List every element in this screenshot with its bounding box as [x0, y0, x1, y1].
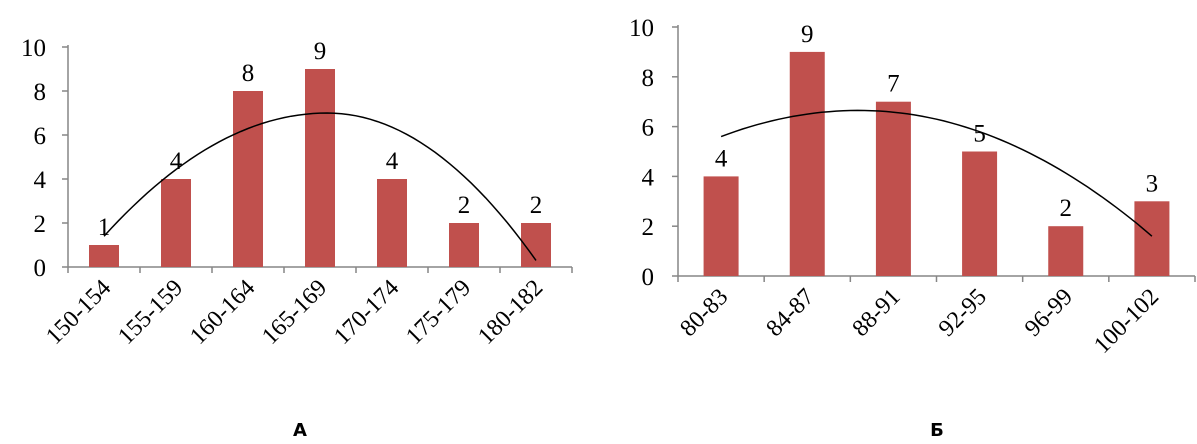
data-label: 1: [98, 214, 111, 241]
bar: [377, 179, 407, 267]
y-tick-label: 10: [629, 15, 654, 42]
x-category-label: 84-87: [762, 284, 820, 342]
bar: [962, 151, 998, 276]
x-category-label: 165-169: [257, 275, 332, 350]
bar: [233, 91, 263, 267]
panel-label: А: [293, 420, 307, 441]
x-category-label: 155-159: [113, 275, 188, 350]
x-category-label: 88-91: [848, 284, 906, 342]
bar: [89, 245, 119, 267]
panel-label: Б: [930, 420, 944, 441]
y-tick-label: 0: [34, 255, 47, 282]
x-category-label: 160-164: [185, 275, 260, 350]
data-label: 9: [801, 21, 814, 48]
y-tick-label: 8: [642, 65, 655, 92]
chart-b: 0 2 4 6 8 10 4 80-83 9 84-87 7 88-91 5 92-95 2 96-99 3 10…: [629, 15, 1196, 441]
y-tick-label: 2: [642, 214, 655, 241]
trend-line: [103, 112, 537, 261]
bar: [1048, 226, 1084, 276]
y-tick-label: 0: [642, 264, 655, 291]
bar: [1134, 201, 1170, 276]
x-category-label: 170-174: [329, 275, 404, 350]
bar: [305, 69, 335, 267]
y-tick-label: 4: [642, 164, 655, 191]
y-tick-label: 6: [34, 123, 47, 150]
x-category-label: 100-102: [1089, 284, 1164, 359]
data-label: 2: [1060, 195, 1073, 222]
x-category-label: 92-95: [934, 284, 992, 342]
y-tick-label: 6: [642, 115, 655, 142]
bar: [789, 51, 825, 277]
x-category-label: 80-83: [675, 284, 733, 342]
y-tick-label: 2: [34, 211, 47, 238]
y-tick-label: 8: [34, 79, 47, 106]
data-label: 2: [530, 192, 543, 219]
x-category-label: 180-182: [473, 275, 548, 350]
data-label: 4: [170, 148, 183, 175]
x-category-label: 96-99: [1020, 284, 1078, 342]
x-category-label: 175-179: [401, 275, 476, 350]
data-label: 7: [887, 71, 900, 98]
data-label: 5: [973, 121, 986, 148]
y-tick-label: 10: [21, 35, 46, 62]
chart-a: 0 2 4 6 8 10 1 150-154 4 155-159 8 160-164 9 165-169 4…: [21, 35, 573, 441]
data-label: 9: [314, 38, 327, 65]
bar: [161, 179, 191, 267]
data-label: 3: [1146, 170, 1159, 197]
data-label: 8: [242, 60, 255, 87]
data-label: 4: [386, 148, 399, 175]
bar: [703, 176, 739, 276]
trend-line: [720, 109, 1153, 237]
x-category-label: 150-154: [41, 275, 116, 350]
data-label: 4: [715, 145, 728, 172]
y-tick-label: 4: [34, 167, 47, 194]
data-label: 2: [458, 192, 471, 219]
bar: [449, 223, 479, 267]
bar: [875, 101, 911, 276]
